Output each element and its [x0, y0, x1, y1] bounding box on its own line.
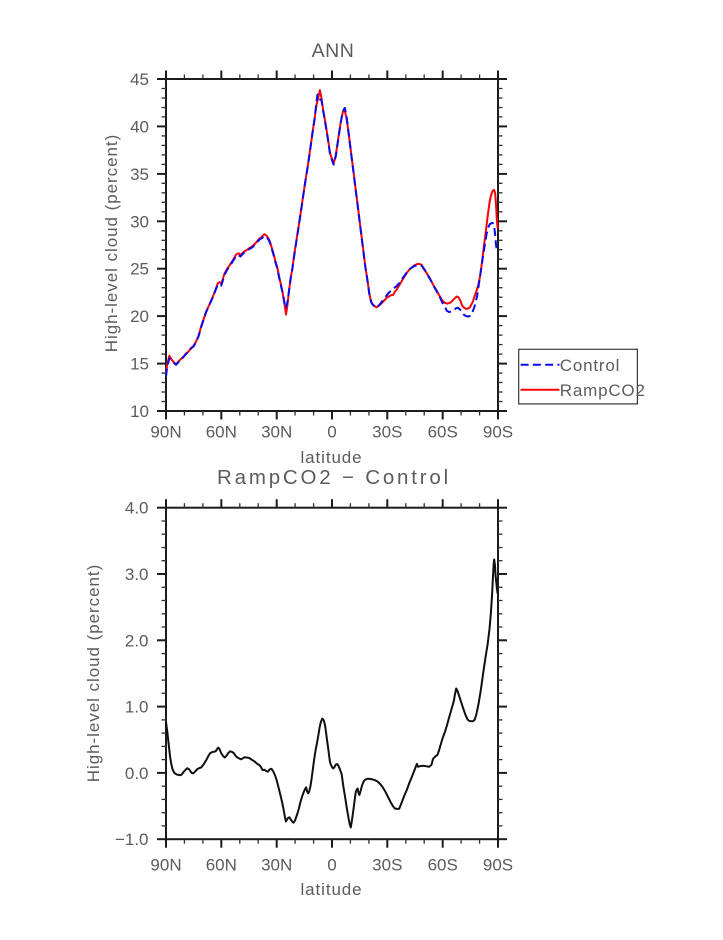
svg-text:40: 40 [130, 117, 149, 136]
svg-text:60S: 60S [428, 423, 458, 442]
svg-text:30S: 30S [372, 423, 402, 442]
svg-text:30: 30 [130, 212, 149, 231]
svg-text:ANN: ANN [312, 40, 355, 62]
svg-text:latitude: latitude [300, 880, 362, 899]
svg-text:30N: 30N [261, 856, 292, 875]
svg-text:60N: 60N [206, 856, 237, 875]
svg-text:10: 10 [130, 402, 149, 421]
svg-text:1.0: 1.0 [125, 698, 149, 717]
svg-text:90N: 90N [150, 856, 181, 875]
svg-text:90N: 90N [150, 423, 181, 442]
svg-text:3.0: 3.0 [125, 565, 149, 584]
svg-text:0: 0 [327, 423, 336, 442]
svg-text:60S: 60S [428, 856, 458, 875]
svg-text:35: 35 [130, 165, 149, 184]
svg-text:RampCO2: RampCO2 [560, 381, 646, 400]
svg-text:0: 0 [327, 856, 336, 875]
svg-text:High-level cloud (percent): High-level cloud (percent) [84, 564, 103, 782]
svg-text:25: 25 [130, 260, 149, 279]
svg-text:4.0: 4.0 [125, 499, 149, 518]
svg-text:45: 45 [130, 70, 149, 89]
svg-text:−1.0: −1.0 [115, 830, 149, 849]
svg-text:60N: 60N [206, 423, 237, 442]
svg-text:2.0: 2.0 [125, 631, 149, 650]
svg-text:90S: 90S [483, 423, 513, 442]
svg-text:0.0: 0.0 [125, 764, 149, 783]
svg-text:90S: 90S [483, 856, 513, 875]
svg-text:RampCO2 − Control: RampCO2 − Control [217, 466, 451, 489]
svg-text:15: 15 [130, 355, 149, 374]
svg-text:20: 20 [130, 307, 149, 326]
svg-text:Control: Control [560, 356, 620, 375]
svg-text:30S: 30S [372, 856, 402, 875]
svg-text:latitude: latitude [300, 448, 362, 467]
svg-text:High-level cloud (percent): High-level cloud (percent) [102, 134, 121, 352]
svg-text:30N: 30N [261, 423, 292, 442]
